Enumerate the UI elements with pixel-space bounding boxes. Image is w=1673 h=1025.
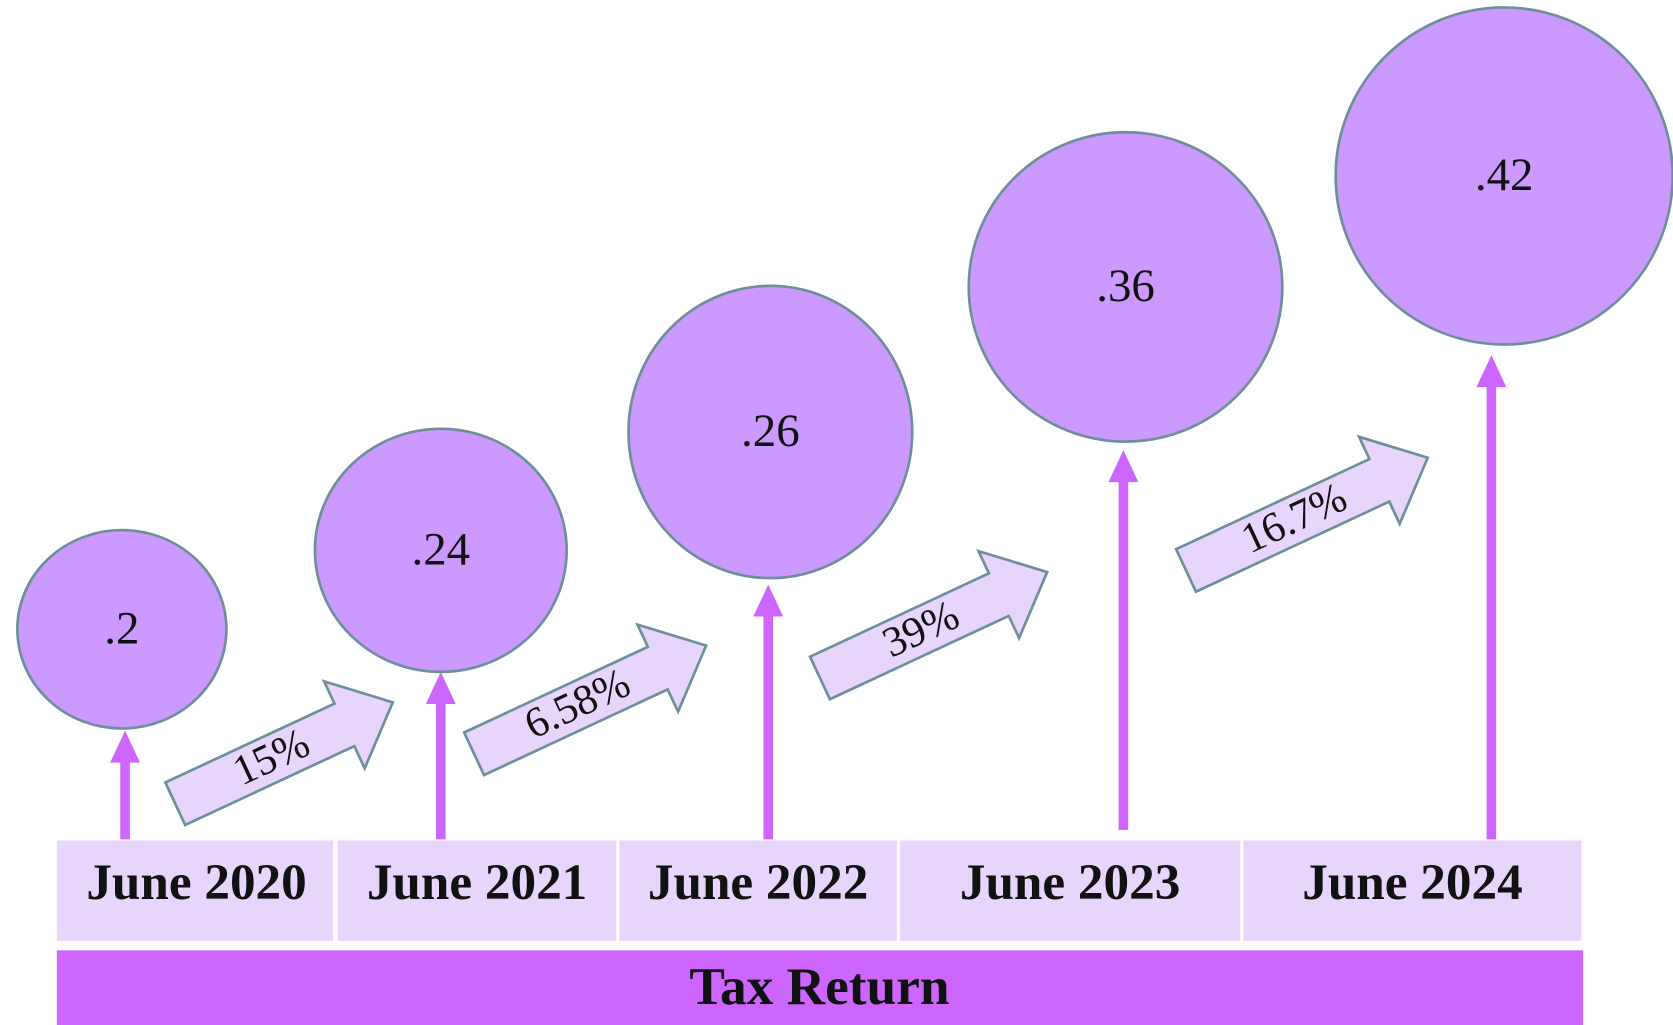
period-cell <box>1243 840 1582 941</box>
arrow-shape <box>462 622 708 777</box>
footer-label: Tax Return <box>689 956 949 1016</box>
circle <box>313 427 568 674</box>
arrow-shape <box>163 679 395 827</box>
circle-label: .26 <box>741 405 800 457</box>
circle <box>627 284 914 580</box>
circle-label: .36 <box>1096 260 1155 312</box>
stem-head <box>110 730 141 763</box>
circle <box>16 528 228 730</box>
change-label: 16.7% <box>1234 474 1354 563</box>
stem-head <box>1108 450 1139 483</box>
change-arrow: 16.7% <box>1174 434 1430 594</box>
period-label: June 2023 <box>960 854 1180 911</box>
period-cell <box>56 840 334 941</box>
period-label: June 2021 <box>367 854 587 911</box>
stem-head <box>425 671 456 704</box>
period-label: June 2020 <box>86 854 306 911</box>
stem-head <box>753 584 784 617</box>
period-cell <box>899 840 1241 941</box>
arrow-shape <box>808 548 1049 702</box>
circle <box>967 130 1284 443</box>
stem-head <box>1476 355 1507 388</box>
arrow-shape <box>1174 434 1430 594</box>
circle-label: .24 <box>411 523 470 575</box>
period-cell <box>619 840 897 941</box>
change-label: 6.58% <box>518 659 638 748</box>
period-label: June 2024 <box>1302 854 1522 911</box>
footer-bar <box>56 950 1584 1025</box>
change-arrow: 39% <box>808 548 1049 702</box>
circle-label: .42 <box>1475 149 1534 201</box>
period-cell <box>337 840 617 941</box>
period-label: June 2022 <box>648 854 868 911</box>
circle-label: .2 <box>104 602 139 654</box>
